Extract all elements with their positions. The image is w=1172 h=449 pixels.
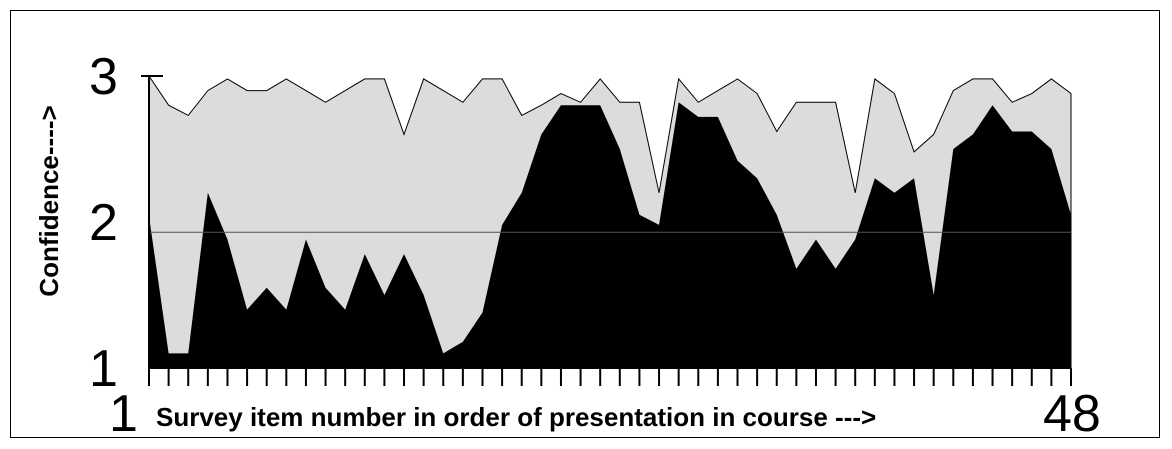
x-tick-labels: 1 48 (109, 385, 1101, 439)
chart-frame: 1 2 3 1 48 Survey item number in order of p… (10, 10, 1160, 439)
y-axis-title: Confidence----> (34, 105, 64, 296)
x-axis-ticks (148, 368, 1072, 386)
y-tick-labels: 1 2 3 (89, 48, 118, 398)
axes (141, 75, 1071, 369)
confidence-area-chart: 1 2 3 1 48 Survey item number in order of p… (34, 48, 1101, 439)
x-tick-label: 48 (1043, 385, 1101, 439)
series-lower-area (149, 102, 1071, 368)
y-tick-label: 2 (89, 194, 118, 252)
series-areas (148, 74, 1072, 369)
y-tick-label: 1 (89, 340, 118, 398)
y-tick-label: 3 (89, 48, 118, 106)
x-axis-title: Survey item number in order of presentat… (156, 402, 876, 432)
x-tick-label: 1 (109, 385, 138, 439)
